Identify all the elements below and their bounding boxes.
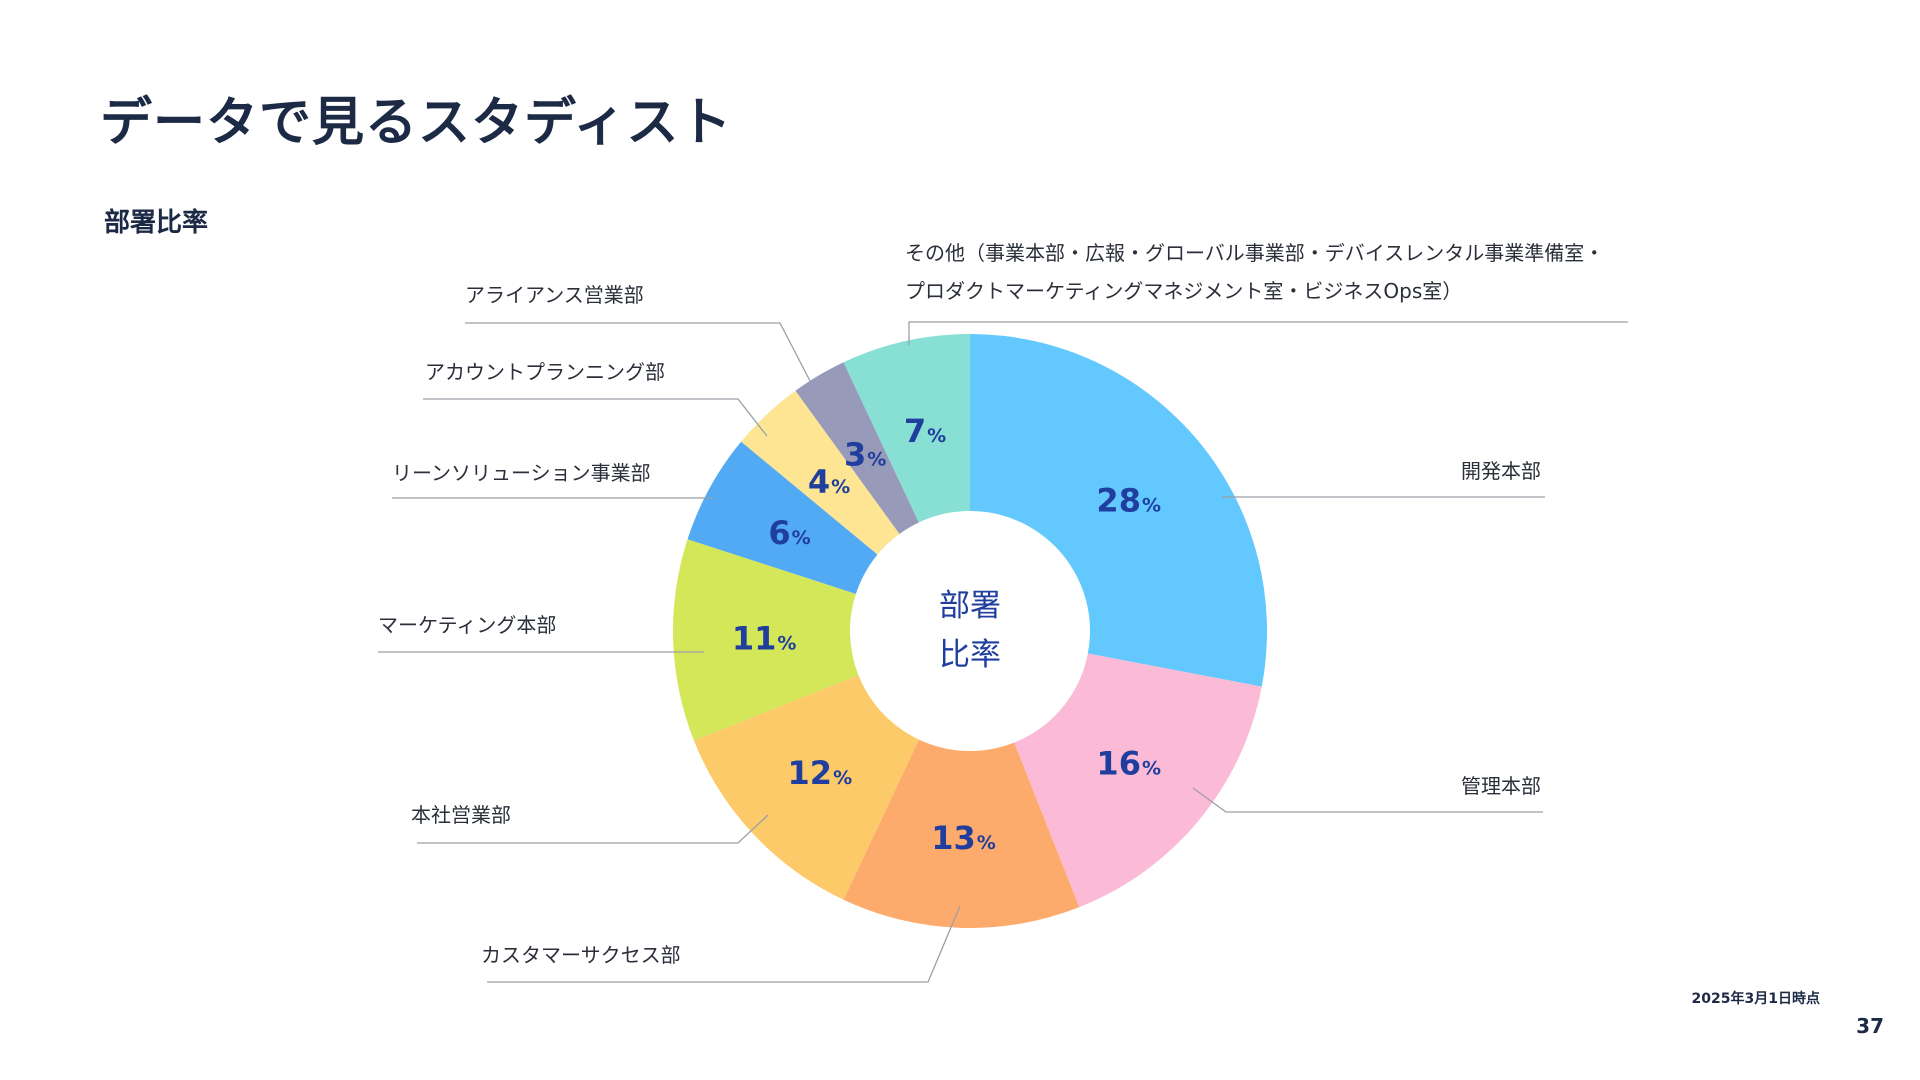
- category-label-4: マーケティング本部: [378, 613, 556, 637]
- value-label-0: 28%: [1096, 482, 1161, 520]
- leader-line-3: [417, 814, 769, 844]
- value-label-4: 11%: [732, 619, 797, 657]
- value-labels-layer: 28% 16% 13% 12% 11% 6% 4%3% 7%: [732, 412, 1161, 857]
- leader-line-1: [1192, 787, 1543, 813]
- value-label-5: 6%: [768, 514, 810, 552]
- slice-2: [843, 631, 1080, 928]
- value-label-1: 16%: [1096, 744, 1161, 782]
- leader-line-6: [423, 398, 768, 437]
- section-label: 部署比率: [104, 208, 209, 238]
- category-label-7: アライアンス営業部: [465, 283, 644, 307]
- center-label-line-1: 比率: [939, 637, 1001, 673]
- leader-line-8: [908, 321, 1628, 345]
- value-label-3: 12%: [788, 754, 853, 792]
- leader-line-2: [487, 905, 961, 983]
- value-label-2: 13%: [931, 819, 996, 857]
- center-label-line-0: 部署: [939, 588, 1001, 624]
- category-label-8-line-0: その他（事業本部・広報・グローバル事業部・デバイスレンタル事業準備室・: [905, 241, 1604, 265]
- category-label-5: リーンソリューション事業部: [392, 461, 651, 485]
- value-label-6: 4%: [808, 463, 850, 501]
- center-layer: 部署比率: [850, 511, 1090, 751]
- footer-date-note: 2025年3月1日時点: [1691, 991, 1820, 1007]
- page-number: 37: [1856, 1014, 1884, 1038]
- category-label-3: 本社営業部: [411, 803, 511, 827]
- category-label-6: アカウントプランニング部: [425, 360, 665, 384]
- value-label-7: 3%: [844, 436, 886, 474]
- value-label-8: 7%: [904, 412, 946, 450]
- category-label-1: 管理本部: [1461, 774, 1541, 798]
- page-title: データで見るスタディスト: [100, 93, 733, 153]
- leader-line-7: [465, 322, 811, 382]
- category-label-0: 開発本部: [1461, 459, 1541, 483]
- category-label-2: カスタマーサクセス部: [481, 943, 681, 967]
- leader-lines-layer: [378, 321, 1628, 983]
- donut-hole: [850, 511, 1090, 751]
- slice-4: [673, 539, 970, 741]
- category-label-8-line-1: プロダクトマーケティングマネジメント室・ビジネスOps室）: [905, 279, 1462, 303]
